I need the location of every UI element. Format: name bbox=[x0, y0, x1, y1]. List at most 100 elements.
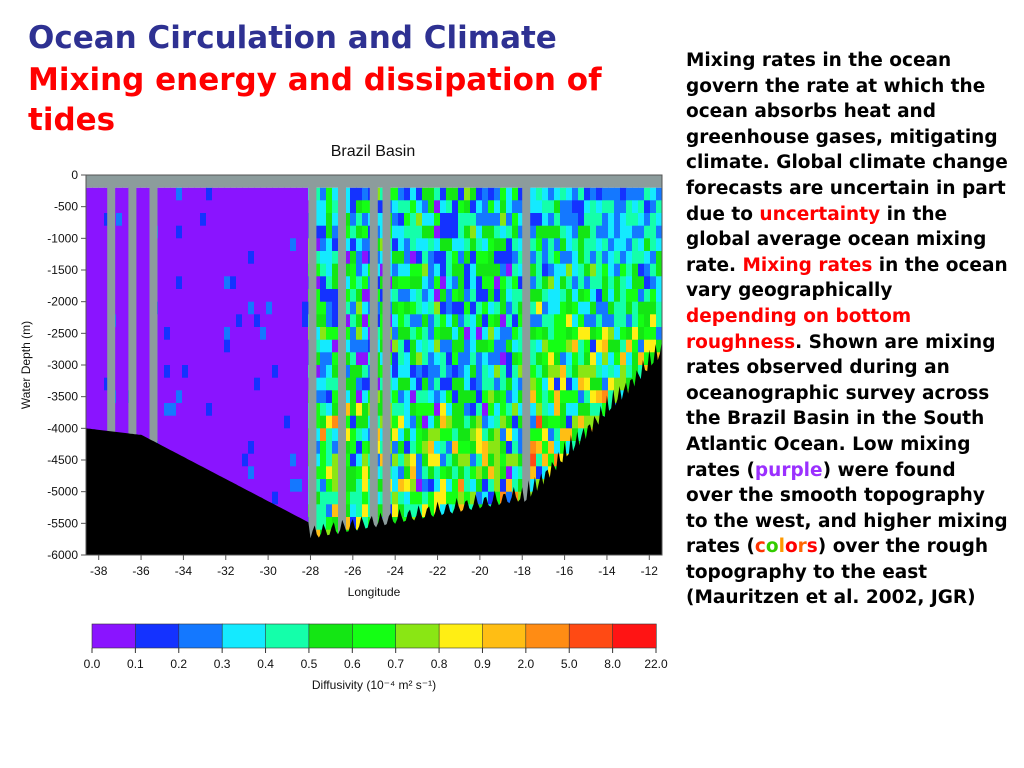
x-axis-label: Longitude bbox=[348, 585, 401, 599]
heatmap-cell bbox=[224, 301, 231, 315]
heatmap-cell bbox=[404, 327, 411, 341]
heatmap-cell bbox=[260, 314, 267, 328]
heatmap-cell bbox=[146, 289, 153, 303]
heatmap-cell bbox=[134, 213, 141, 227]
heatmap-cell bbox=[458, 301, 465, 315]
heatmap-cell bbox=[116, 276, 123, 290]
heatmap-cell bbox=[200, 415, 207, 429]
heatmap-cell bbox=[494, 479, 501, 493]
heatmap-cell bbox=[578, 314, 585, 328]
x-tick-label: -38 bbox=[90, 564, 108, 578]
heatmap-cell bbox=[398, 390, 405, 404]
heatmap-cell bbox=[122, 352, 129, 366]
heatmap-cell bbox=[326, 390, 333, 404]
heatmap-cell bbox=[398, 238, 405, 252]
heatmap-cell bbox=[326, 441, 333, 455]
heatmap-cell bbox=[542, 327, 549, 341]
heatmap-cell bbox=[476, 339, 483, 353]
heatmap-cell bbox=[272, 428, 279, 442]
heatmap-cell bbox=[230, 238, 237, 252]
heatmap-cell bbox=[452, 213, 459, 227]
heatmap-cell bbox=[620, 339, 627, 353]
heatmap-cell bbox=[146, 352, 153, 366]
heatmap-cell bbox=[572, 415, 579, 429]
heatmap-cell bbox=[236, 200, 243, 214]
heatmap-cell bbox=[194, 225, 201, 239]
heatmap-cell bbox=[566, 213, 573, 227]
heatmap-cell bbox=[134, 415, 141, 429]
heatmap-cell bbox=[458, 251, 465, 265]
heatmap-cell bbox=[326, 301, 333, 315]
heatmap-cell bbox=[398, 504, 405, 518]
heatmap-cell bbox=[650, 200, 657, 214]
x-tick-label: -34 bbox=[175, 564, 193, 578]
heatmap-cell bbox=[458, 200, 465, 214]
heatmap-cell bbox=[356, 390, 363, 404]
heatmap-cell bbox=[554, 263, 561, 277]
heatmap-cell bbox=[482, 225, 489, 239]
heatmap-cell bbox=[500, 276, 507, 290]
heatmap-cell bbox=[602, 276, 609, 290]
heatmap-cell bbox=[488, 352, 495, 366]
heatmap-cell bbox=[494, 365, 501, 379]
heatmap-cell bbox=[278, 213, 285, 227]
heatmap-cell bbox=[188, 352, 195, 366]
heatmap-cell bbox=[488, 301, 495, 315]
heatmap-cell bbox=[398, 187, 405, 201]
heatmap-cell bbox=[428, 327, 435, 341]
heatmap-cell bbox=[116, 263, 123, 277]
colorbar-swatch bbox=[612, 623, 657, 649]
heatmap-cell bbox=[170, 403, 177, 417]
heatmap-cell bbox=[584, 352, 591, 366]
heatmap-cell bbox=[602, 225, 609, 239]
y-tick-label: -4000 bbox=[47, 421, 78, 435]
heatmap-cell bbox=[200, 453, 207, 467]
heatmap-cell bbox=[188, 415, 195, 429]
heatmap-cell bbox=[656, 225, 663, 239]
heatmap-cell bbox=[590, 327, 597, 341]
heatmap-cell bbox=[206, 289, 213, 303]
heatmap-cell bbox=[506, 263, 513, 277]
heatmap-cell bbox=[470, 453, 477, 467]
heatmap-cell bbox=[428, 479, 435, 493]
heatmap-cell bbox=[398, 314, 405, 328]
heatmap-cell bbox=[326, 327, 333, 341]
heatmap-cell bbox=[134, 352, 141, 366]
heatmap-cell bbox=[218, 327, 225, 341]
heatmap-cell bbox=[230, 415, 237, 429]
heatmap-cell bbox=[332, 301, 339, 315]
heatmap-cell bbox=[572, 428, 579, 442]
heatmap-cell bbox=[266, 327, 273, 341]
heatmap-cell bbox=[488, 213, 495, 227]
heatmap-cell bbox=[242, 213, 249, 227]
heatmap-cell bbox=[530, 352, 537, 366]
heatmap-cell bbox=[422, 301, 429, 315]
heatmap-cell bbox=[536, 352, 543, 366]
heatmap-cell bbox=[434, 238, 441, 252]
colorbar-swatch bbox=[178, 623, 223, 649]
heatmap-cell bbox=[266, 365, 273, 379]
heatmap-cell bbox=[596, 225, 603, 239]
heatmap-cell bbox=[398, 200, 405, 214]
heatmap-cell bbox=[584, 365, 591, 379]
heatmap-cell bbox=[320, 301, 327, 315]
heatmap-cell bbox=[218, 200, 225, 214]
heatmap-cell bbox=[494, 327, 501, 341]
heatmap-cell bbox=[182, 301, 189, 315]
heatmap-cell bbox=[296, 403, 303, 417]
heatmap-cell bbox=[266, 390, 273, 404]
heatmap-cell bbox=[284, 491, 291, 505]
heatmap-cell bbox=[170, 276, 177, 290]
heatmap-cell bbox=[404, 441, 411, 455]
colorbar-swatch bbox=[265, 623, 310, 649]
heatmap-cell bbox=[452, 225, 459, 239]
heatmap-cell bbox=[140, 390, 147, 404]
heatmap-cell bbox=[548, 453, 555, 467]
heatmap-cell bbox=[566, 238, 573, 252]
heatmap-cell bbox=[350, 301, 357, 315]
heatmap-cell bbox=[530, 263, 537, 277]
heatmap-cell bbox=[140, 200, 147, 214]
heatmap-cell bbox=[188, 276, 195, 290]
heatmap-cell bbox=[206, 403, 213, 417]
heatmap-cell bbox=[224, 200, 231, 214]
